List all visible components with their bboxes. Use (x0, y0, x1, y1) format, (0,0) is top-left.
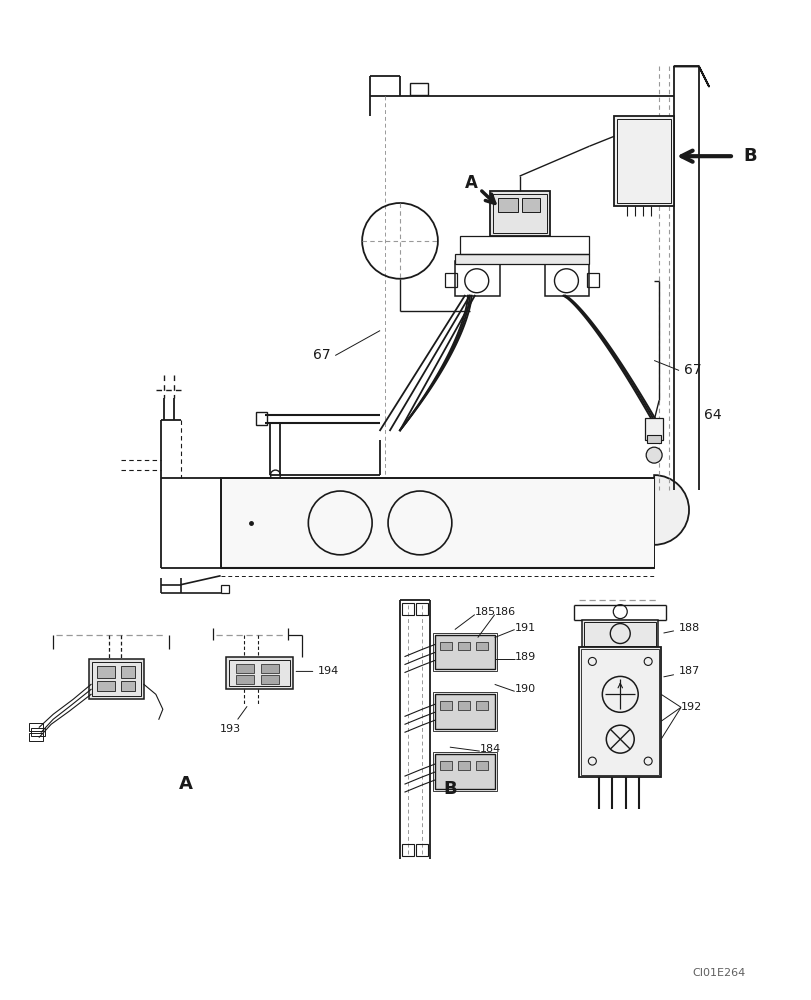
Bar (435, 635, 494, 669)
Bar (457, 761, 470, 770)
Bar (584, 622, 655, 646)
Bar (435, 754, 494, 789)
Text: B: B (443, 780, 456, 798)
Bar (492, 194, 546, 233)
Text: 187: 187 (663, 666, 699, 677)
Text: 189: 189 (514, 652, 535, 662)
Bar (646, 435, 660, 443)
Bar (415, 603, 427, 615)
Bar (415, 844, 427, 856)
Bar (261, 675, 279, 684)
Bar (581, 620, 658, 647)
Bar (89, 659, 144, 699)
Bar (235, 664, 253, 673)
Bar (454, 261, 499, 296)
Bar (454, 254, 589, 264)
Text: 67: 67 (683, 363, 701, 377)
Text: A: A (178, 775, 192, 793)
Bar (221, 478, 654, 568)
Bar (410, 83, 427, 95)
Bar (616, 119, 670, 203)
Bar (457, 701, 470, 710)
Bar (29, 733, 43, 741)
Bar (121, 666, 135, 678)
Polygon shape (673, 66, 708, 86)
Bar (457, 642, 470, 650)
Bar (614, 116, 673, 206)
Bar (432, 752, 496, 791)
Bar (261, 664, 279, 673)
Bar (586, 273, 599, 287)
Bar (32, 728, 45, 736)
Bar (645, 418, 663, 440)
Bar (235, 675, 253, 684)
Bar (521, 198, 539, 212)
Text: 191: 191 (514, 623, 535, 633)
Text: B: B (743, 147, 757, 165)
Bar (440, 642, 451, 650)
Bar (489, 191, 549, 236)
Text: 67: 67 (313, 348, 331, 362)
Text: 190: 190 (514, 684, 535, 694)
Circle shape (646, 447, 661, 463)
Bar (497, 198, 517, 212)
Bar (581, 649, 659, 775)
Bar (432, 692, 496, 731)
Bar (544, 261, 589, 296)
Text: 194: 194 (296, 666, 339, 676)
Bar (475, 701, 487, 710)
Bar (221, 478, 654, 568)
Bar (229, 660, 290, 686)
Bar (401, 844, 414, 856)
Text: 185: 185 (474, 607, 496, 617)
Text: A: A (465, 174, 478, 192)
Bar (475, 642, 487, 650)
Bar (432, 633, 496, 671)
Bar (440, 761, 451, 770)
Bar (459, 236, 589, 254)
Text: 184: 184 (479, 744, 500, 754)
Bar (225, 657, 293, 689)
Bar (221, 585, 229, 593)
Bar (579, 647, 660, 777)
Text: 188: 188 (663, 623, 699, 633)
Bar (475, 761, 487, 770)
Text: 64: 64 (703, 408, 721, 422)
Bar (435, 694, 494, 729)
Bar (97, 666, 115, 678)
Bar (255, 412, 267, 425)
Bar (440, 701, 451, 710)
Bar (401, 603, 414, 615)
Bar (92, 662, 141, 696)
Bar (29, 723, 43, 731)
Text: 186: 186 (494, 607, 515, 617)
Wedge shape (654, 475, 689, 545)
Bar (444, 273, 457, 287)
Text: 193: 193 (220, 707, 247, 734)
Text: 192: 192 (680, 702, 702, 712)
Bar (97, 681, 115, 691)
Text: CI01E264: CI01E264 (692, 968, 744, 978)
Bar (121, 681, 135, 691)
